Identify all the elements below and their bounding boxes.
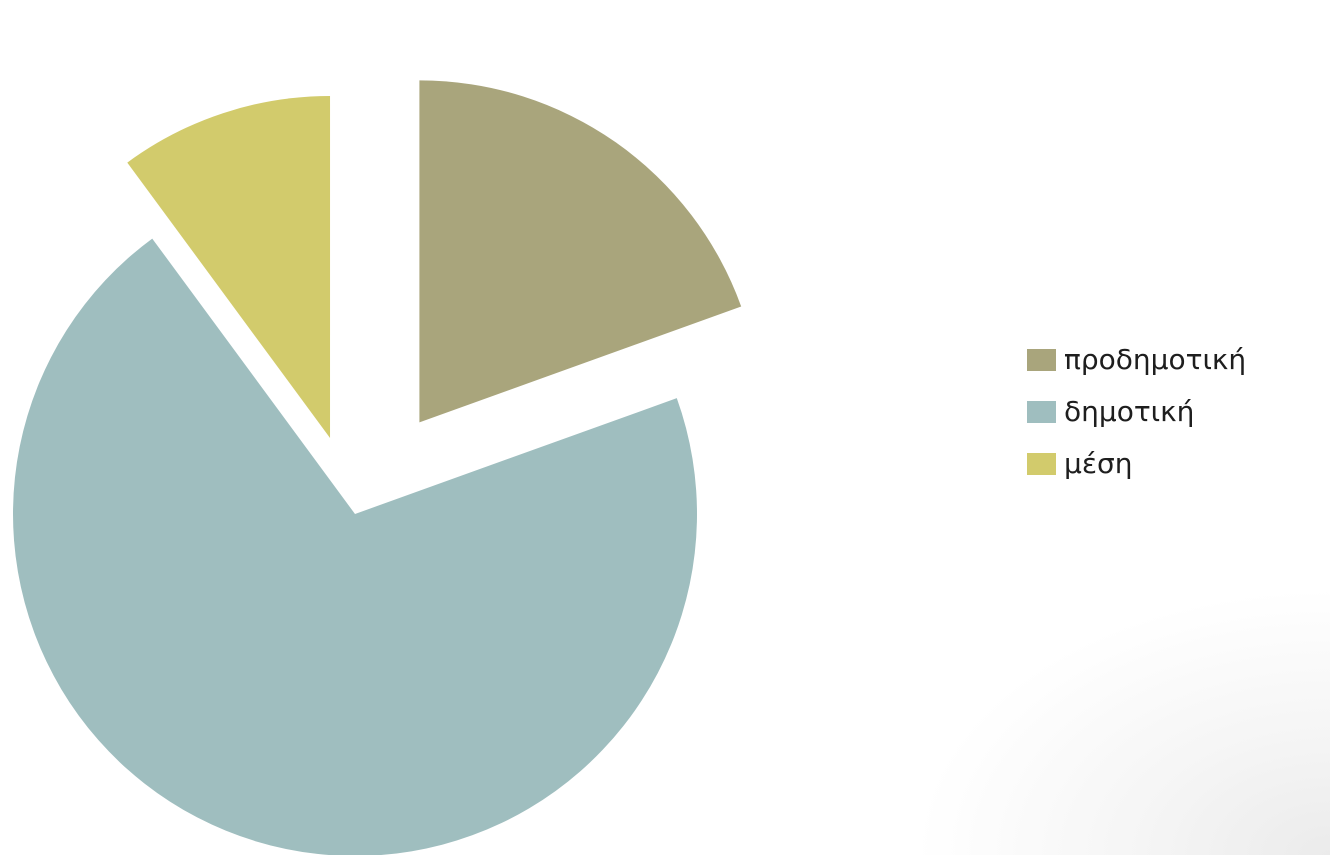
chart-legend: προδημοτική δημοτική μέση [1027,334,1246,490]
legend-swatch-preschool [1027,349,1056,371]
legend-label-secondary: μέση [1064,447,1133,480]
legend-swatch-primary [1027,401,1056,423]
legend-label-primary: δημοτική [1064,395,1195,428]
legend-item-secondary: μέση [1027,438,1246,490]
legend-label-preschool: προδημοτική [1064,343,1247,376]
pie-slice-secondary [127,95,331,438]
pie-slice-primary [13,238,697,855]
legend-item-primary: δημοτική [1027,386,1246,438]
pie-slice-preschool [419,80,742,423]
legend-item-preschool: προδημοτική [1027,334,1246,386]
legend-swatch-secondary [1027,453,1056,475]
